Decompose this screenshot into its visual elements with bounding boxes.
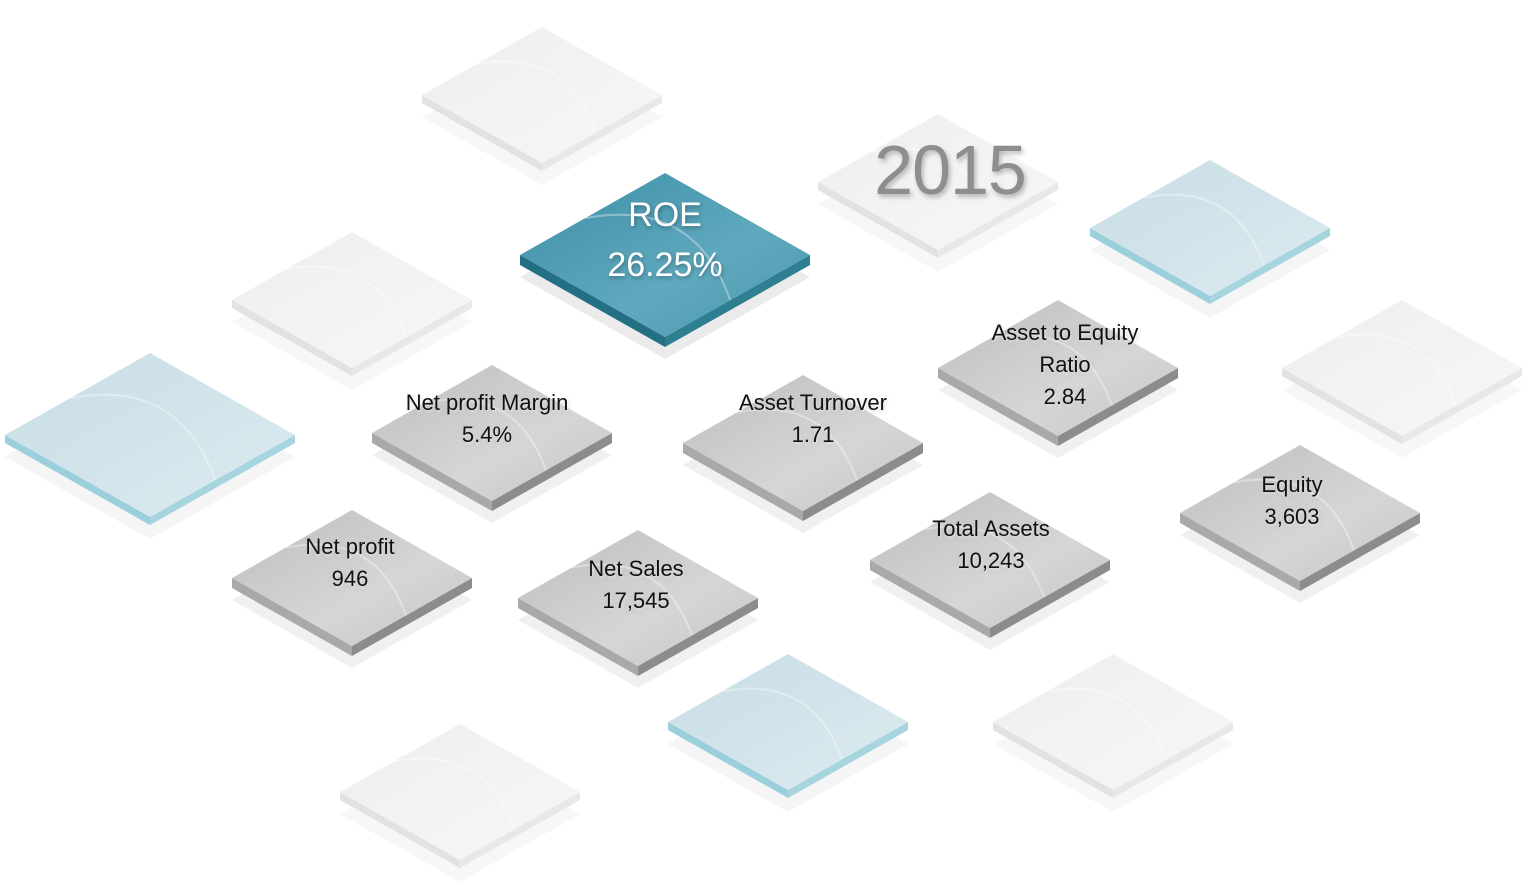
tile-value: 1.71 xyxy=(718,419,908,451)
tile-top xyxy=(1282,300,1522,436)
year: 2015 xyxy=(874,130,1026,210)
tile-label: Equity xyxy=(1197,469,1387,501)
tile-label: Net profit xyxy=(255,531,445,563)
tile-top xyxy=(5,353,295,517)
tile-value: 26.25% xyxy=(570,240,760,290)
tile-top xyxy=(232,232,472,368)
tile-label: ROE xyxy=(570,190,760,240)
tile-label: Asset to Equity Ratio xyxy=(980,317,1150,381)
tile-top xyxy=(340,724,580,860)
tile-value: 946 xyxy=(255,563,445,595)
tile-label: Net Sales xyxy=(541,553,731,585)
tile-top xyxy=(668,654,908,790)
diagram: 2015 ROE26.25% Net profit Margin5.4% Asset… xyxy=(0,0,1534,885)
tile-label: Total Assets xyxy=(896,513,1086,545)
tile-top xyxy=(1090,160,1330,296)
tile-value: 5.4% xyxy=(392,419,582,451)
tile-label: Asset Turnover xyxy=(718,387,908,419)
tile-value: 3,603 xyxy=(1197,501,1387,533)
tile-value: 2.84 xyxy=(980,381,1150,413)
tile-top xyxy=(993,654,1233,790)
tile-label: Net profit Margin xyxy=(392,387,582,419)
tile-value: 10,243 xyxy=(896,545,1086,577)
tile-top xyxy=(422,27,662,163)
tile-value: 17,545 xyxy=(541,585,731,617)
